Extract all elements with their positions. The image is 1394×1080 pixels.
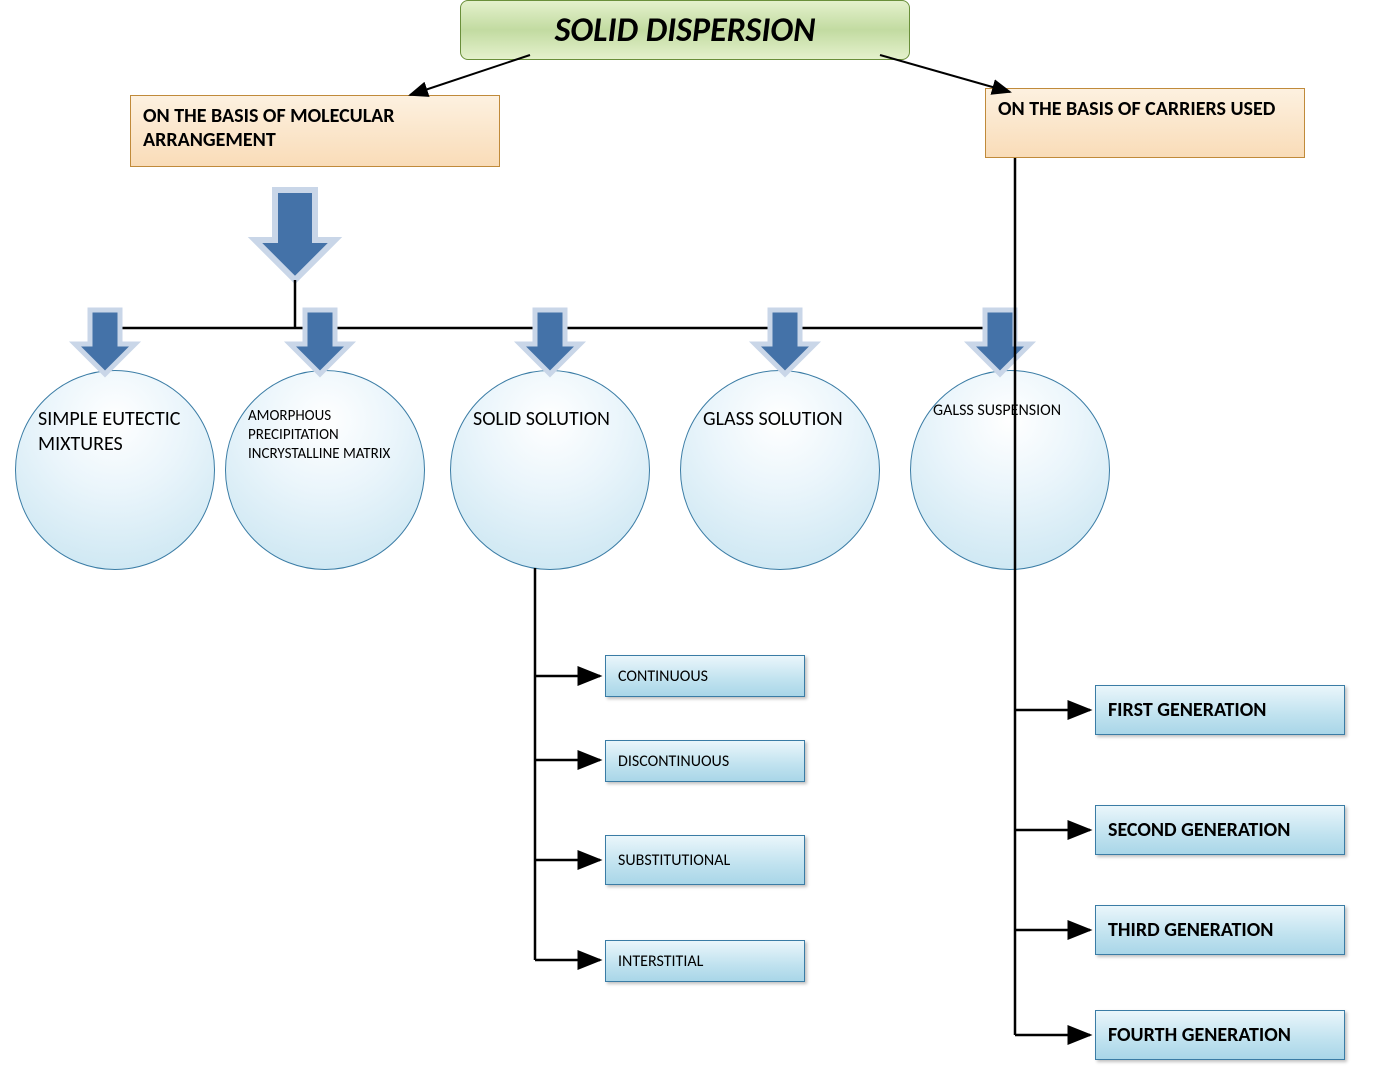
branch-molecular-arrangement: ON THE BASIS OF MOLECULAR ARRANGEMENT [130,95,500,167]
circle-label: GLASS SOLUTION [703,407,843,432]
circle-label: GALSS SUSPENSION [933,401,1061,421]
edge-title-to-left [410,55,530,95]
box-label: SECOND GENERATION [1108,818,1290,842]
small-block-arrow-icon [520,310,580,374]
box-interstitial: INTERSTITIAL [605,940,805,982]
box-third-generation: THIRD GENERATION [1095,905,1345,955]
box-discontinuous: DISCONTINUOUS [605,740,805,782]
box-label: FOURTH GENERATION [1108,1023,1291,1047]
circle-glass-suspension: GALSS SUSPENSION [910,370,1110,570]
box-label: THIRD GENERATION [1108,918,1273,942]
box-label: DISCONTINUOUS [618,752,729,771]
branch-right-label: ON THE BASIS OF CARRIERS USED [998,97,1275,121]
box-label: INTERSTITIAL [618,952,703,971]
diagram-canvas: SOLID DISPERSION ON THE BASIS OF MOLECUL… [0,0,1394,1080]
box-continuous: CONTINUOUS [605,655,805,697]
box-label: CONTINUOUS [618,667,708,686]
box-second-generation: SECOND GENERATION [1095,805,1345,855]
box-label: FIRST GENERATION [1108,698,1266,722]
circle-label: SOLID SOLUTION [473,407,610,432]
circle-simple-eutectic: SIMPLE EUTECTIC MIXTURES [15,370,215,570]
small-block-arrow-icon [970,310,1030,374]
small-block-arrow-icon [755,310,815,374]
circle-amorphous-precipitation: AMORPHOUS PRECIPITATION INCRYSTALLINE MA… [225,370,425,570]
title-box: SOLID DISPERSION [460,0,910,60]
small-block-arrow-icon [75,310,135,374]
circle-label: AMORPHOUS PRECIPITATION INCRYSTALLINE MA… [248,407,406,463]
box-substitutional: SUBSTITUTIONAL [605,835,805,885]
circle-solid-solution: SOLID SOLUTION [450,370,650,570]
branch-carriers-used: ON THE BASIS OF CARRIERS USED [985,88,1305,158]
box-label: SUBSTITUTIONAL [618,851,730,870]
edge-title-to-right [880,55,1010,92]
branch-left-label: ON THE BASIS OF MOLECULAR ARRANGEMENT [143,104,487,152]
circle-glass-solution: GLASS SOLUTION [680,370,880,570]
small-block-arrow-icon [290,310,350,374]
box-fourth-generation: FOURTH GENERATION [1095,1010,1345,1060]
big-block-arrow-icon [255,190,335,280]
circle-label: SIMPLE EUTECTIC MIXTURES [38,407,196,457]
title-text: SOLID DISPERSION [555,10,816,51]
box-first-generation: FIRST GENERATION [1095,685,1345,735]
